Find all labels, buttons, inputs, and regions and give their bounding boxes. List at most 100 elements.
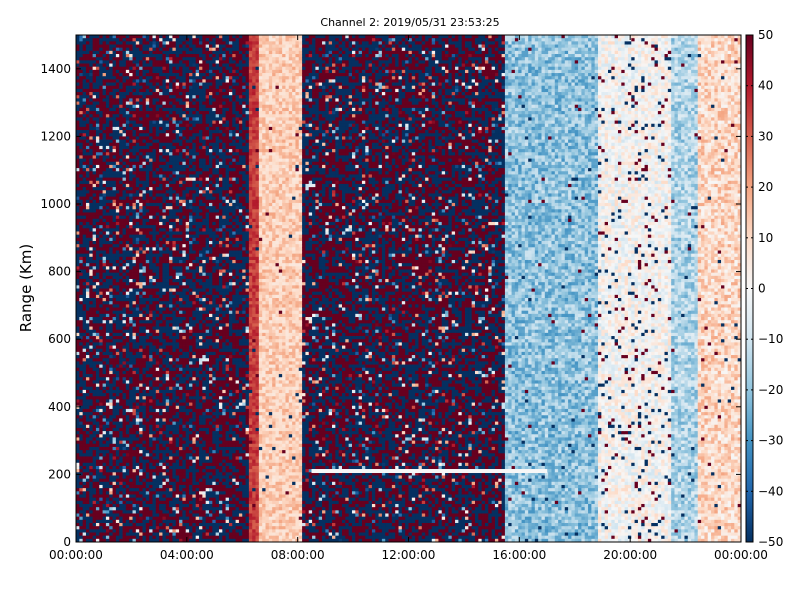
heatmap-cell [159, 365, 163, 369]
heatmap-cell [162, 536, 166, 540]
heatmap-cell [176, 124, 180, 128]
heatmap-cell [113, 136, 117, 140]
heatmap-cell [176, 418, 180, 422]
heatmap-cell [146, 323, 150, 327]
heatmap-cell [176, 83, 180, 87]
heatmap-cell [176, 415, 180, 419]
heatmap-cell [176, 472, 180, 476]
heatmap-cell [83, 108, 87, 112]
heatmap-cell [93, 285, 97, 289]
heatmap-cell [76, 409, 80, 413]
heatmap-cell [109, 282, 113, 286]
heatmap-cell [109, 257, 113, 261]
heatmap-cell [109, 102, 113, 106]
heatmap-cell [96, 184, 100, 188]
heatmap-cell [103, 295, 107, 299]
heatmap-cell [93, 95, 97, 99]
heatmap-cell [83, 418, 87, 422]
heatmap-cell [126, 79, 130, 83]
heatmap-cell [93, 102, 97, 106]
heatmap-cell [166, 384, 170, 388]
heatmap-cell [89, 235, 93, 239]
heatmap-cell [123, 222, 127, 226]
heatmap-cell [156, 361, 160, 365]
heatmap-cell [86, 102, 90, 106]
heatmap-cell [152, 434, 156, 438]
heatmap-cell [172, 187, 176, 191]
heatmap-cell [76, 174, 80, 178]
heatmap-cell [93, 371, 97, 375]
heatmap-cell [156, 70, 160, 74]
heatmap-cell [176, 282, 180, 286]
heatmap-cell [96, 200, 100, 204]
heatmap-cell [166, 526, 170, 530]
heatmap-cell [169, 178, 173, 182]
heatmap-cell [139, 523, 143, 527]
heatmap-cell [96, 206, 100, 210]
heatmap-cell [166, 368, 170, 372]
heatmap-cell [139, 422, 143, 426]
heatmap-cell [143, 64, 147, 68]
heatmap-cell [113, 355, 117, 359]
heatmap-cell [76, 247, 80, 251]
heatmap-cell [152, 254, 156, 258]
heatmap-cell [162, 95, 166, 99]
heatmap-cell [162, 41, 166, 45]
heatmap-cell [159, 361, 163, 365]
heatmap-cell [159, 434, 163, 438]
heatmap-cell [149, 532, 153, 536]
heatmap-cell [99, 67, 103, 71]
heatmap-cell [159, 342, 163, 346]
heatmap-cell [143, 390, 147, 394]
heatmap-cell [129, 140, 133, 144]
heatmap-cell [129, 368, 133, 372]
heatmap-cell [99, 377, 103, 381]
heatmap-cell [89, 301, 93, 305]
heatmap-cell [179, 98, 183, 102]
heatmap-cell [149, 41, 153, 45]
heatmap-cell [109, 171, 113, 175]
heatmap-cell [116, 282, 120, 286]
heatmap-cell [123, 235, 127, 239]
heatmap-cell [149, 387, 153, 391]
heatmap-cell [176, 507, 180, 511]
heatmap-cell [129, 450, 133, 454]
heatmap-cell [143, 399, 147, 403]
heatmap-cell [76, 320, 80, 324]
heatmap-cell [156, 415, 160, 419]
heatmap-cell [133, 190, 137, 194]
heatmap-cell [116, 475, 120, 479]
heatmap-cell [106, 412, 110, 416]
heatmap-cell [146, 279, 150, 283]
heatmap-cell [79, 70, 83, 74]
heatmap-cell [159, 469, 163, 473]
heatmap-cell [116, 339, 120, 343]
heatmap-cell [76, 273, 80, 277]
heatmap-cell [136, 396, 140, 400]
heatmap-cell [136, 102, 140, 106]
heatmap-cell [166, 409, 170, 413]
heatmap-cell [156, 165, 160, 169]
heatmap-cell [99, 330, 103, 334]
heatmap-cell [103, 250, 107, 254]
heatmap-cell [103, 510, 107, 514]
heatmap-cell [139, 155, 143, 159]
heatmap-cell [143, 181, 147, 185]
heatmap-cell [93, 235, 97, 239]
heatmap-cell [86, 165, 90, 169]
heatmap-cell [136, 428, 140, 432]
heatmap-cell [99, 260, 103, 264]
heatmap-cell [126, 266, 130, 270]
heatmap-cell [119, 327, 123, 331]
heatmap-cell [146, 60, 150, 64]
heatmap-cell [129, 273, 133, 277]
heatmap-cell [149, 231, 153, 235]
heatmap-cell [129, 491, 133, 495]
heatmap-cell [166, 520, 170, 524]
heatmap-cell [139, 152, 143, 156]
heatmap-cell [89, 498, 93, 502]
heatmap-cell [79, 108, 83, 112]
heatmap-cell [129, 431, 133, 435]
heatmap-cell [113, 276, 117, 280]
heatmap-cell [166, 190, 170, 194]
